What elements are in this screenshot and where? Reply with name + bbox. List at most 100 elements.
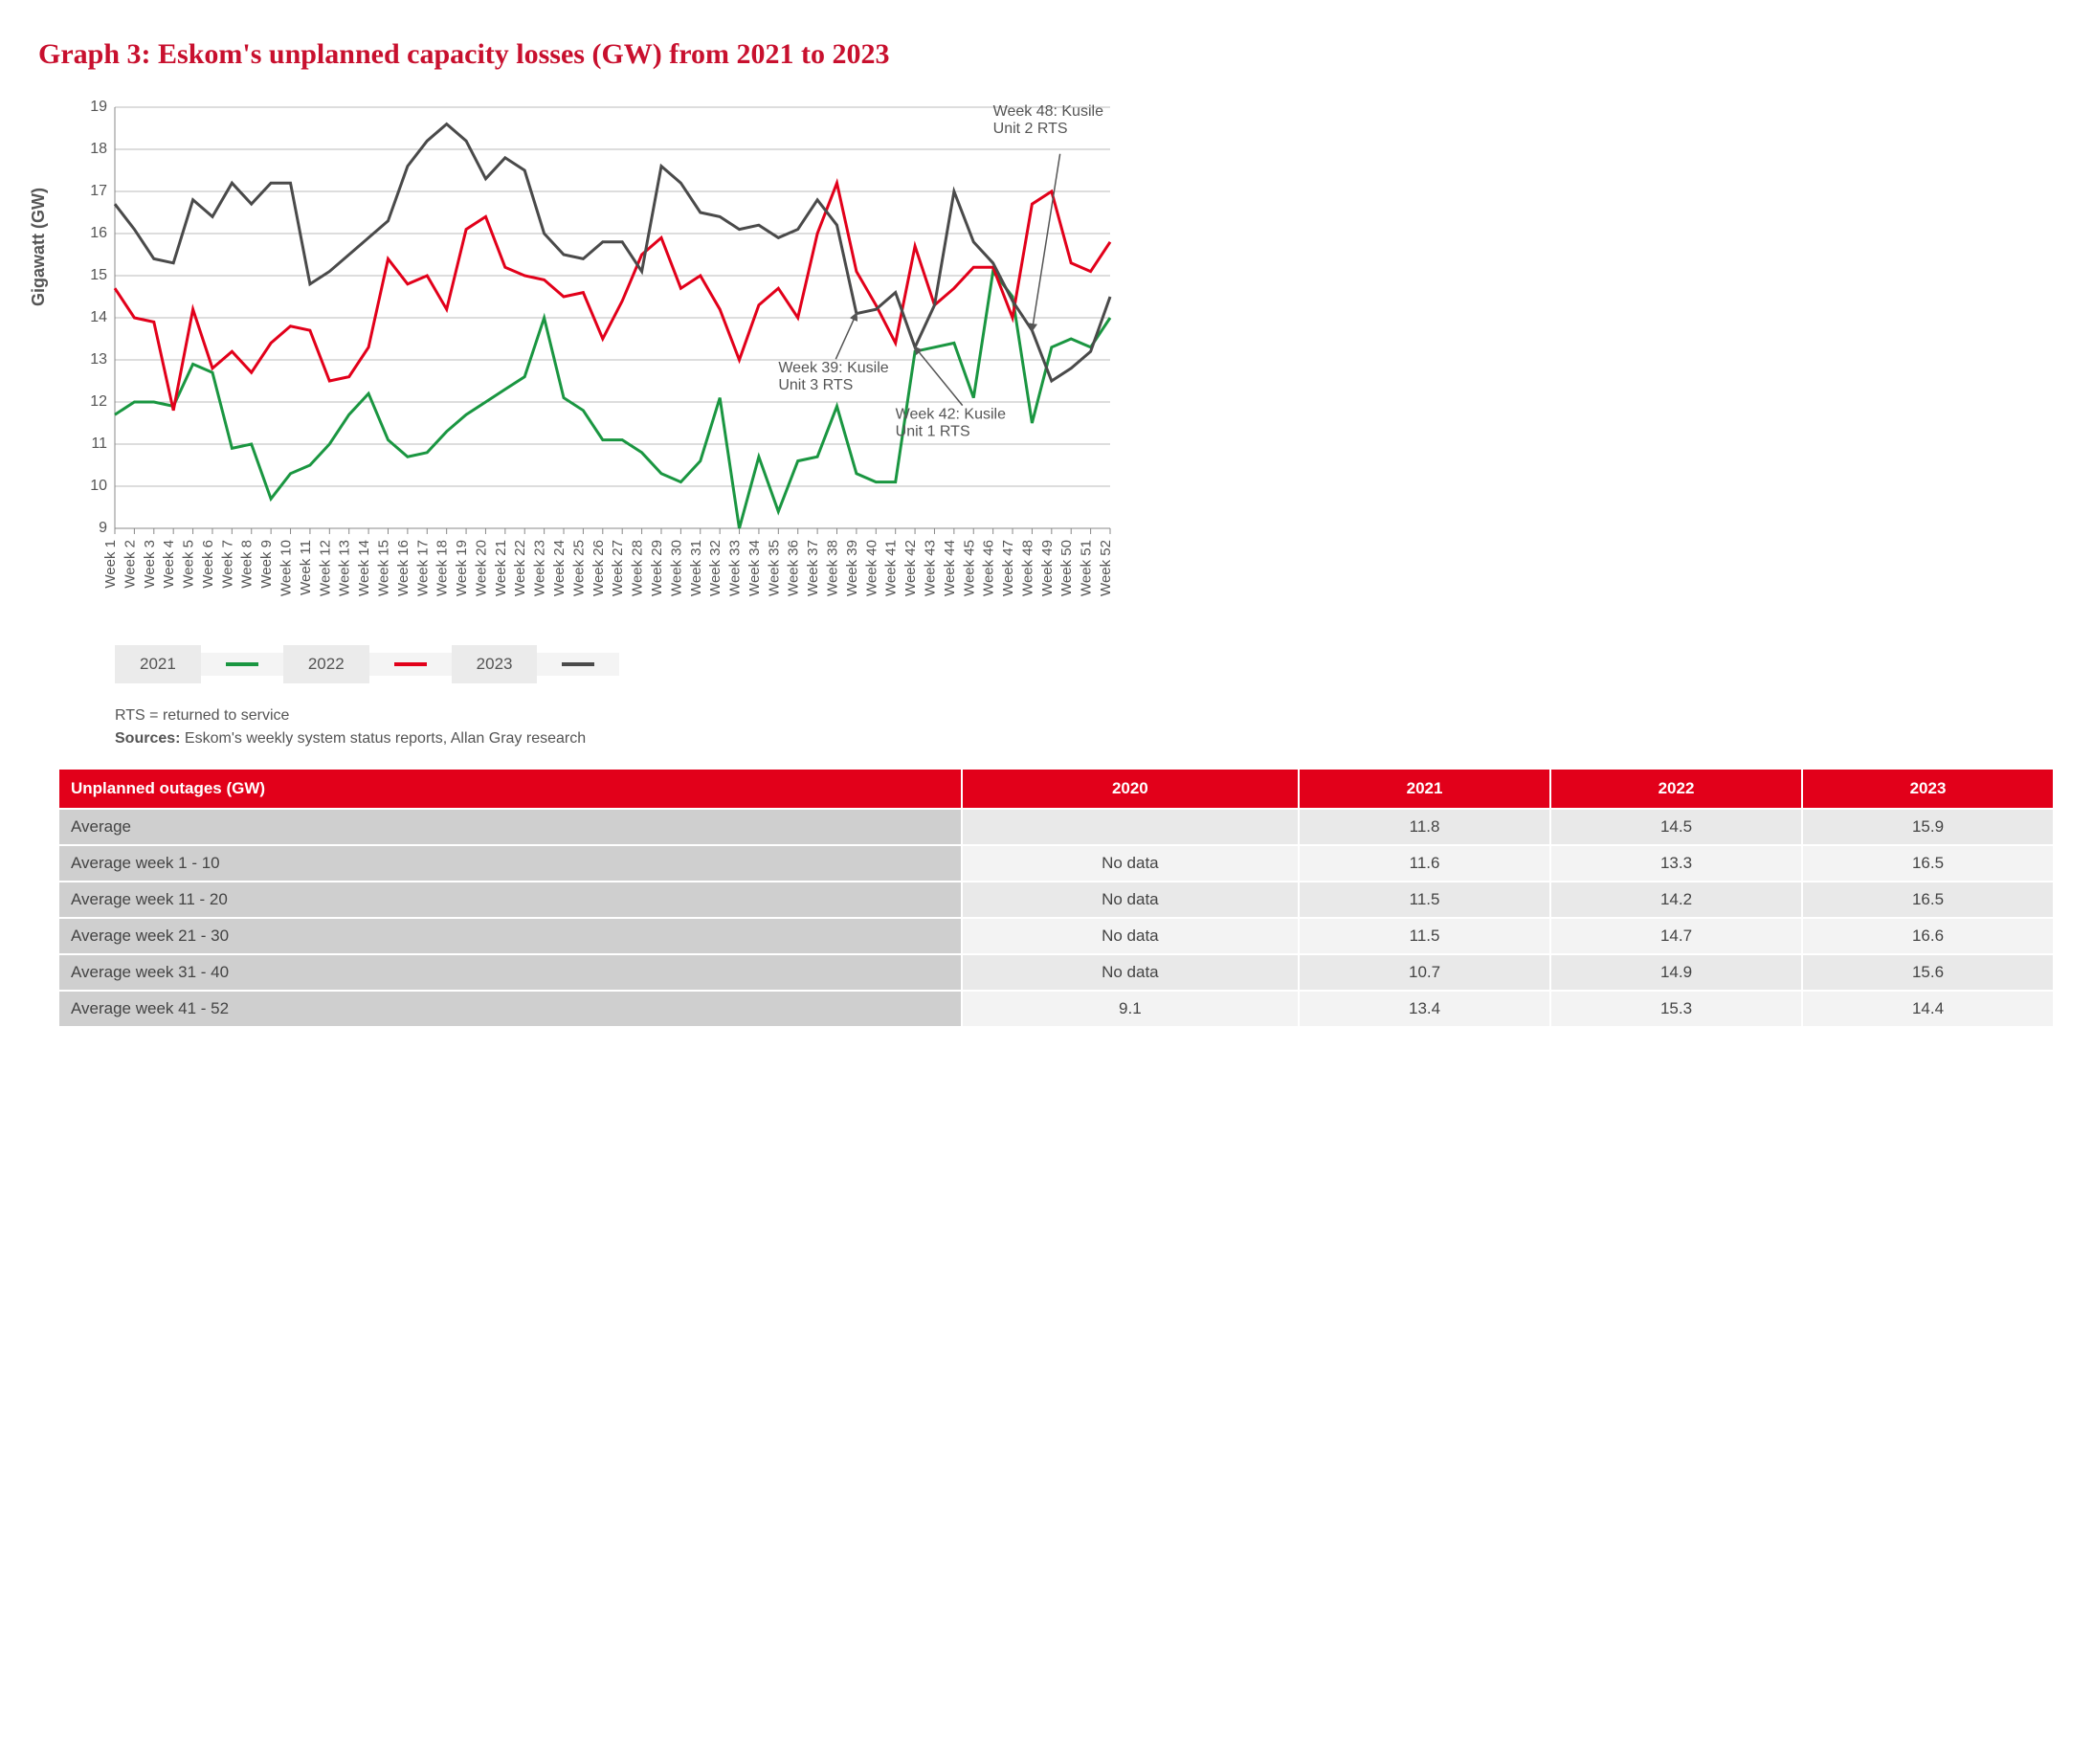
- table-cell: 16.5: [1802, 845, 2054, 882]
- svg-text:Week 22: Week 22: [512, 540, 528, 596]
- table-cell: Average week 21 - 30: [58, 918, 962, 954]
- svg-text:Week 19: Week 19: [454, 540, 470, 596]
- table-row: Average week 31 - 40No data10.714.915.6: [58, 954, 2054, 991]
- svg-text:10: 10: [90, 478, 107, 494]
- annotation-text: Week 39: Kusile: [778, 360, 888, 376]
- table-cell: 14.7: [1550, 918, 1802, 954]
- svg-text:Week 27: Week 27: [610, 540, 626, 596]
- table-cell: 9.1: [962, 991, 1299, 1027]
- table-header-cell: 2022: [1550, 769, 1802, 809]
- legend-swatch: [369, 653, 452, 676]
- svg-text:Week 39: Week 39: [844, 540, 860, 596]
- svg-text:Week 20: Week 20: [473, 540, 489, 596]
- table-cell: 11.5: [1299, 882, 1550, 918]
- y-axis-label: Gigawatt (GW): [29, 188, 49, 306]
- chart-title: Graph 3: Eskom's unplanned capacity loss…: [38, 38, 2055, 71]
- table-cell: 14.9: [1550, 954, 1802, 991]
- svg-text:Week 41: Week 41: [883, 540, 900, 596]
- table-cell: No data: [962, 954, 1299, 991]
- svg-text:Week 10: Week 10: [278, 540, 295, 596]
- table-cell: [962, 809, 1299, 845]
- svg-text:19: 19: [90, 99, 107, 115]
- svg-text:Week 14: Week 14: [356, 540, 372, 596]
- svg-text:Week 28: Week 28: [630, 540, 646, 596]
- table-cell: Average week 1 - 10: [58, 845, 962, 882]
- table-cell: No data: [962, 882, 1299, 918]
- table-cell: 16.5: [1802, 882, 2054, 918]
- svg-text:Week 49: Week 49: [1039, 540, 1056, 596]
- line-chart: 910111213141516171819Week 1Week 2Week 3W…: [57, 98, 1129, 634]
- legend-label: 2022: [283, 645, 369, 683]
- annotation-text: Unit 2 RTS: [993, 121, 1068, 137]
- table-row: Average week 21 - 30No data11.514.716.6: [58, 918, 2054, 954]
- annotation-arrow: [1032, 154, 1059, 330]
- table-cell: 14.4: [1802, 991, 2054, 1027]
- series-2022: [115, 183, 1110, 411]
- svg-text:Week 35: Week 35: [766, 540, 782, 596]
- summary-table: Unplanned outages (GW)2020202120222023Av…: [57, 768, 2055, 1028]
- table-cell: 10.7: [1299, 954, 1550, 991]
- svg-text:Week 18: Week 18: [434, 540, 451, 596]
- table-cell: No data: [962, 845, 1299, 882]
- table-cell: 11.6: [1299, 845, 1550, 882]
- annotation-arrow: [915, 347, 963, 406]
- svg-text:Week 43: Week 43: [922, 540, 938, 596]
- table-cell: 15.6: [1802, 954, 2054, 991]
- svg-text:Week 33: Week 33: [727, 540, 744, 596]
- svg-text:Week 9: Week 9: [258, 540, 275, 589]
- table-cell: 13.4: [1299, 991, 1550, 1027]
- series-2021: [115, 272, 1110, 528]
- annotation-text: Week 48: Kusile: [993, 103, 1103, 120]
- svg-text:Week 37: Week 37: [805, 540, 821, 596]
- svg-text:16: 16: [90, 225, 107, 241]
- chart-notes: RTS = returned to service Sources: Eskom…: [115, 704, 2055, 750]
- svg-text:Week 40: Week 40: [863, 540, 880, 596]
- table-row: Average week 1 - 10No data11.613.316.5: [58, 845, 2054, 882]
- svg-text:Week 23: Week 23: [532, 540, 548, 596]
- svg-text:12: 12: [90, 393, 107, 410]
- annotation-text: Unit 1 RTS: [896, 424, 970, 440]
- table-cell: 11.5: [1299, 918, 1550, 954]
- svg-text:Week 17: Week 17: [414, 540, 431, 596]
- svg-text:Week 48: Week 48: [1019, 540, 1035, 596]
- svg-text:Week 36: Week 36: [786, 540, 802, 596]
- table-cell: 16.6: [1802, 918, 2054, 954]
- table-header-cell: Unplanned outages (GW): [58, 769, 962, 809]
- legend-label: 2021: [115, 645, 201, 683]
- svg-text:Week 29: Week 29: [649, 540, 665, 596]
- rts-note: RTS = returned to service: [115, 704, 2055, 727]
- svg-text:Week 47: Week 47: [1000, 540, 1016, 596]
- table-cell: 13.3: [1550, 845, 1802, 882]
- annotation-text: Week 42: Kusile: [896, 407, 1006, 423]
- svg-text:Week 26: Week 26: [590, 540, 607, 596]
- svg-text:Week 46: Week 46: [981, 540, 997, 596]
- svg-text:Week 51: Week 51: [1079, 540, 1095, 596]
- sources-text: Eskom's weekly system status reports, Al…: [185, 730, 586, 747]
- svg-text:Week 12: Week 12: [317, 540, 333, 596]
- svg-text:Week 31: Week 31: [688, 540, 704, 596]
- table-header-cell: 2023: [1802, 769, 2054, 809]
- svg-text:18: 18: [90, 141, 107, 157]
- table-cell: 11.8: [1299, 809, 1550, 845]
- table-cell: No data: [962, 918, 1299, 954]
- table-row: Average week 11 - 20No data11.514.216.5: [58, 882, 2054, 918]
- svg-text:Week 42: Week 42: [902, 540, 919, 596]
- table-row: Average week 41 - 529.113.415.314.4: [58, 991, 2054, 1027]
- svg-text:Week 4: Week 4: [161, 540, 177, 589]
- svg-text:Week 6: Week 6: [200, 540, 216, 589]
- svg-text:Week 32: Week 32: [707, 540, 724, 596]
- svg-text:11: 11: [91, 435, 107, 452]
- svg-text:17: 17: [90, 183, 107, 199]
- svg-text:Week 5: Week 5: [181, 540, 197, 589]
- svg-text:Week 11: Week 11: [298, 540, 314, 595]
- svg-text:Week 21: Week 21: [493, 540, 509, 596]
- table-cell: 15.9: [1802, 809, 2054, 845]
- svg-text:13: 13: [90, 351, 107, 368]
- table-row: Average11.814.515.9: [58, 809, 2054, 845]
- table-cell: 14.2: [1550, 882, 1802, 918]
- svg-text:Week 3: Week 3: [142, 540, 158, 589]
- table-cell: 15.3: [1550, 991, 1802, 1027]
- svg-text:Week 16: Week 16: [395, 540, 412, 596]
- svg-text:Week 50: Week 50: [1058, 540, 1075, 596]
- table-header-cell: 2021: [1299, 769, 1550, 809]
